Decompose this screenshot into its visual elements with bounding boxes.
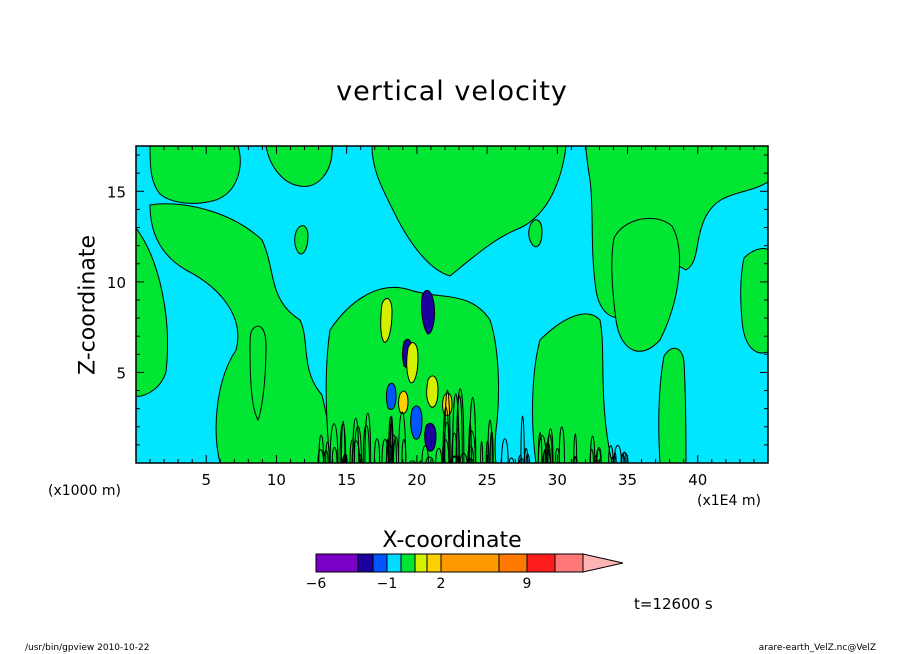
contour-line [622, 451, 627, 463]
contour-line [331, 447, 338, 463]
contour-line [353, 425, 362, 463]
contour-region [532, 313, 613, 463]
contour-line [518, 455, 523, 463]
contour-line [364, 412, 372, 463]
colorbar-segment [315, 553, 359, 573]
x-axis-label: X-coordinate [382, 528, 522, 553]
contour-line [546, 434, 553, 463]
contour-region [265, 146, 333, 187]
plot-frame [135, 145, 769, 464]
contour-region [398, 390, 409, 415]
x-tick-label: 20 [407, 471, 426, 489]
colorbar-segment [414, 553, 428, 573]
contour-region [421, 289, 435, 335]
contour-line [520, 415, 525, 463]
colorbar-tick-label: 2 [437, 576, 446, 592]
contour-line [456, 388, 465, 463]
contour-line [373, 438, 381, 463]
contour-line [339, 423, 347, 463]
contour-line [390, 434, 397, 463]
contour-line [401, 439, 407, 463]
contour-region [528, 219, 543, 248]
contour-line [392, 436, 400, 463]
contour-line [558, 426, 565, 463]
contour-line [508, 457, 515, 463]
contour-line [572, 456, 578, 463]
contour-region [386, 382, 397, 410]
contour-line [351, 440, 361, 463]
colorbar-extension [582, 553, 624, 573]
contour-line [544, 442, 551, 463]
x-tick-label: 30 [548, 471, 567, 489]
contour-line [385, 438, 390, 463]
contour-region [740, 247, 768, 354]
colorbar-segment [554, 553, 584, 573]
contour-region [380, 297, 393, 343]
contour-line [596, 446, 602, 463]
y-tick-label: 10 [107, 274, 126, 292]
contour-line [487, 419, 493, 463]
colorbar-segment [400, 553, 416, 573]
contour-line [573, 433, 578, 463]
contour-region [410, 405, 423, 440]
contour-region [424, 422, 437, 452]
y-tick-label: 5 [116, 364, 126, 382]
contour-line [452, 393, 460, 463]
contour-line [501, 438, 509, 463]
colorbar-tick-label: −1 [377, 576, 398, 592]
time-label: t=12600 s [634, 595, 713, 613]
contour-line [469, 396, 477, 463]
contour-line [381, 438, 389, 463]
x-tick-label: 5 [201, 471, 211, 489]
contour-region [611, 217, 681, 352]
x-tick-label: 40 [688, 471, 707, 489]
colorbar-segment [426, 553, 442, 573]
colorbar-segment [357, 553, 374, 573]
contour-line [425, 456, 434, 463]
chart-title: vertical velocity [336, 76, 568, 107]
contour-region [136, 227, 169, 397]
contour-line [589, 436, 596, 463]
contour-line [480, 440, 484, 463]
colorbar-segment [526, 553, 556, 573]
x-tick-label: 25 [478, 471, 497, 489]
contour-line [537, 434, 547, 463]
x-tick-label: 35 [618, 471, 637, 489]
contour-line [547, 428, 554, 463]
fine-contour-lines [317, 388, 629, 463]
footer-program-date: /usr/bin/gpview 2010-10-22 [25, 643, 150, 653]
colorbar-segment [372, 553, 388, 573]
colorbar-segment [440, 553, 500, 573]
contour-line [435, 447, 443, 463]
colorbar-segment [386, 553, 402, 573]
contour-line [340, 421, 346, 463]
colorbar-tick-label: −6 [306, 576, 327, 592]
colorbar-tick-label: 9 [523, 576, 532, 592]
y-tick-label: 15 [107, 183, 126, 201]
x-tick-label: 15 [337, 471, 356, 489]
contour-region [406, 342, 419, 384]
contour-line [608, 445, 614, 463]
contour-line [444, 389, 451, 463]
contour-region [149, 146, 241, 204]
x-axis-unit: (x1E4 m) [697, 493, 761, 509]
contour-region [294, 225, 309, 255]
contour-line [352, 417, 360, 463]
colorbar-segment [498, 553, 528, 573]
contour-line [450, 456, 460, 463]
contour-line [467, 445, 475, 463]
contour-line [325, 441, 330, 463]
contour-region [658, 347, 687, 463]
contour-field [136, 146, 768, 463]
y-axis-unit: (x1000 m) [48, 483, 121, 499]
contour-region [426, 375, 439, 408]
contour-region [371, 146, 567, 277]
footer-file-variable: arare-earth_VelZ.nc@VelZ [758, 643, 876, 653]
contour-line [329, 423, 339, 463]
contour-line [421, 445, 429, 463]
x-tick-label: 10 [267, 471, 286, 489]
contour-region [249, 325, 267, 422]
contour-line [318, 434, 325, 463]
